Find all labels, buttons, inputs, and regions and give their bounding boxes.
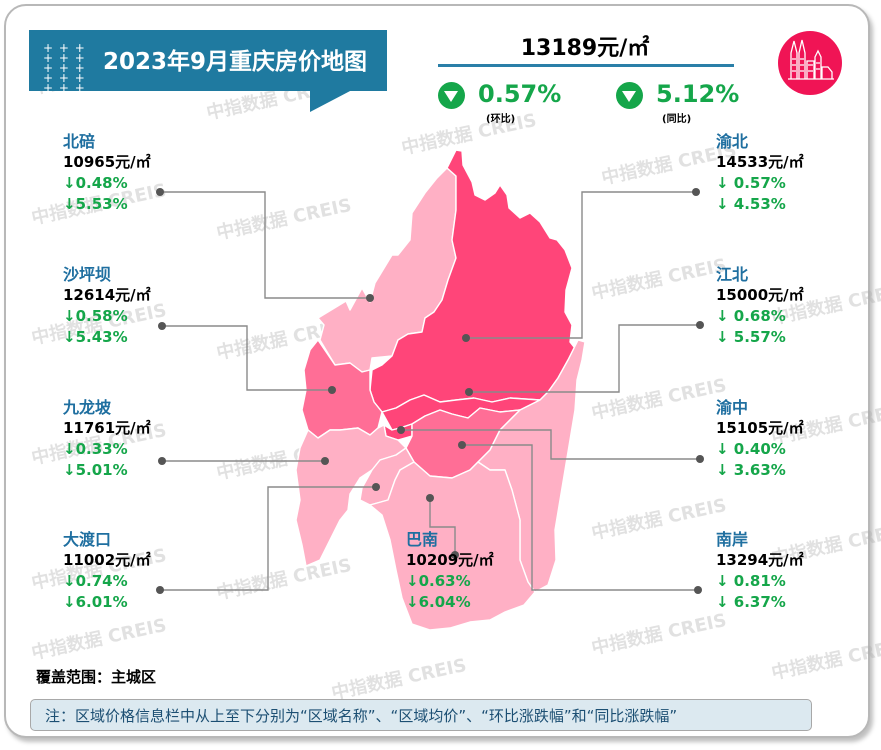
district-mom: ↓0.63% [406, 572, 471, 590]
district-price: 11761元/㎡ [63, 419, 151, 437]
leader-line-banan [429, 498, 456, 555]
district-mom: ↓ 0.81% [716, 572, 786, 590]
divider [438, 64, 734, 67]
leader-line-nanan [462, 444, 698, 591]
district-name: 大渡口 [63, 530, 112, 549]
leader-dot [366, 294, 374, 302]
yoy-label: (同比) [662, 114, 692, 125]
district-price: 12614元/㎡ [63, 286, 151, 304]
district-label-jiulongpo: 九龙坡 11761元/㎡ ↓0.33% ↓5.01% [63, 397, 151, 481]
leader-dot [696, 321, 704, 329]
district-mom: ↓ 0.68% [716, 307, 786, 325]
leader-dot [156, 188, 164, 196]
dots-decoration-icon: + + + + + + + + + + + + + + + + [43, 41, 86, 105]
leader-line-shapingba [162, 325, 332, 391]
district-yoy: ↓6.01% [63, 593, 128, 611]
leader-dot [321, 457, 329, 465]
district-mom: ↓0.58% [63, 307, 128, 325]
district-label-dadukou: 大渡口 11002元/㎡ ↓0.74% ↓6.01% [63, 529, 151, 613]
district-price: 15105元/㎡ [716, 419, 804, 437]
district-price: 14533元/㎡ [716, 153, 804, 171]
leader-dot [372, 483, 380, 491]
title-banner-tail [310, 90, 352, 112]
leader-dot [692, 188, 700, 196]
leader-dot [158, 322, 166, 330]
district-price: 10965元/㎡ [63, 153, 151, 171]
city-skyline-icon [778, 31, 842, 95]
page-title: 2023年9月重庆房价地图 [103, 49, 368, 75]
leader-dot [158, 457, 166, 465]
district-price: 11002元/㎡ [63, 551, 151, 569]
leader-line-yuzhong [401, 429, 700, 460]
leader-dot [694, 586, 702, 594]
district-label-yuzhong: 渝中 15105元/㎡ ↓ 0.40% ↓ 3.63% [716, 397, 804, 481]
district-label-nanan: 南岸 13294元/㎡ ↓ 0.81% ↓ 6.37% [716, 529, 804, 613]
leader-dot [156, 586, 164, 594]
leader-line-yubei [466, 191, 696, 339]
mom-label: (环比) [486, 114, 516, 125]
district-mom: ↓0.74% [63, 572, 128, 590]
district-name: 巴南 [406, 530, 439, 549]
legend-note: 注：区域价格信息栏中从上至下分别为“区域名称”、“区域均价”、“环比涨跌幅”和“… [30, 699, 812, 731]
district-name: 江北 [716, 265, 749, 284]
yoy-value: 5.12% [656, 80, 740, 108]
district-label-jiangbei: 江北 15000元/㎡ ↓ 0.68% ↓ 5.57% [716, 264, 804, 348]
district-mom: ↓0.48% [63, 174, 128, 192]
district-name: 北碚 [63, 132, 96, 151]
title-banner: + + + + + + + + + + + + + + + + 2023年9月重… [29, 30, 387, 104]
leader-dot [465, 388, 473, 396]
leader-line-jiangbei [469, 324, 700, 393]
district-mom: ↓ 0.40% [716, 440, 786, 458]
district-name: 渝中 [716, 398, 749, 417]
district-name: 南岸 [716, 530, 749, 549]
leader-line-dadukou [160, 486, 376, 591]
district-yoy: ↓ 4.53% [716, 195, 786, 213]
leader-dot [462, 334, 470, 342]
district-mom: ↓ 0.57% [716, 174, 786, 192]
district-price: 13294元/㎡ [716, 551, 804, 569]
district-yoy: ↓ 6.37% [716, 593, 786, 611]
district-name: 沙坪坝 [63, 265, 112, 284]
leader-dot [458, 441, 466, 449]
district-price: 15000元/㎡ [716, 286, 804, 304]
district-label-yubei: 渝北 14533元/㎡ ↓ 0.57% ↓ 4.53% [716, 131, 804, 215]
district-label-shapingba: 沙坪坝 12614元/㎡ ↓0.58% ↓5.43% [63, 264, 151, 348]
district-yoy: ↓ 3.63% [716, 461, 786, 479]
leader-dot [451, 551, 459, 559]
leader-dot [328, 386, 336, 394]
district-name: 渝北 [716, 132, 749, 151]
district-yoy: ↓6.04% [406, 593, 471, 611]
district-yoy: ↓ 5.57% [716, 328, 786, 346]
district-label-beibei: 北碚 10965元/㎡ ↓0.48% ↓5.53% [63, 131, 151, 215]
district-yoy: ↓5.43% [63, 328, 128, 346]
down-triangle-icon [616, 82, 643, 109]
leader-dot [696, 455, 704, 463]
district-mom: ↓0.33% [63, 440, 128, 458]
district-yoy: ↓5.01% [63, 461, 128, 479]
district-name: 九龙坡 [63, 398, 112, 417]
down-triangle-icon [438, 82, 465, 109]
coverage-text: 覆盖范围：主城区 [36, 668, 157, 686]
leader-dot [397, 426, 405, 434]
region-banan [369, 461, 536, 631]
mom-value: 0.57% [478, 80, 562, 108]
district-label-banan: 巴南 10209元/㎡ ↓0.63% ↓6.04% [406, 529, 494, 613]
leader-line-beibei [160, 191, 370, 299]
district-yoy: ↓5.53% [63, 195, 128, 213]
leader-dot [426, 494, 434, 502]
district-price: 10209元/㎡ [406, 551, 494, 569]
city-average-price: 13189元/㎡ [520, 36, 650, 61]
